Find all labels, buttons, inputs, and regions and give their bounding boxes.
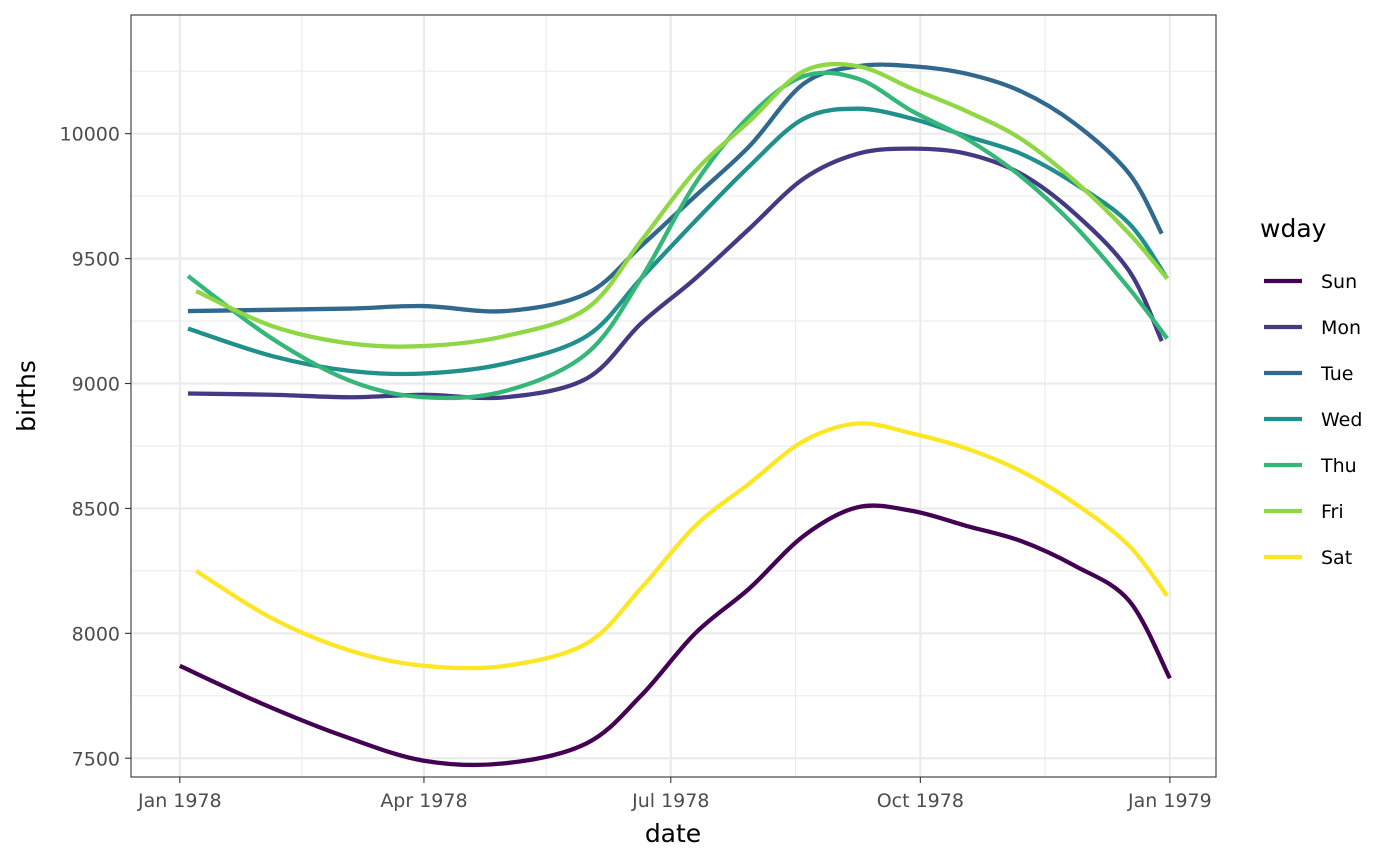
legend-item-tue: Tue: [1264, 363, 1353, 385]
panel-border: [130, 14, 1217, 778]
legend-title: wday: [1260, 214, 1327, 243]
y-axis-title: births: [12, 360, 41, 432]
y-tick-label: 9000: [72, 374, 120, 396]
x-tick-label: Jan 1978: [137, 790, 222, 812]
legend-item-sat: Sat: [1264, 547, 1352, 569]
legend-label: Tue: [1320, 363, 1353, 385]
y-axis: 7500 8000 8500 9000 9500 10000: [60, 124, 131, 770]
legend-item-mon: Mon: [1264, 317, 1361, 339]
series-line-mon: [187, 146, 1164, 401]
y-tick-label: 9500: [72, 249, 120, 271]
x-axis: Jan 1978 Apr 1978 Jul 1978 Oct 1978 Jan 1979: [137, 777, 1212, 812]
legend-item-sun: Sun: [1264, 271, 1357, 293]
series-line-wed: [187, 106, 1169, 377]
legend-items: Sun Mon Tue Wed Thu Fri Sat: [1264, 271, 1362, 569]
legend: wday Sun Mon Tue Wed Thu Fri Sat: [1260, 214, 1362, 569]
legend-item-thu: Thu: [1264, 455, 1357, 477]
y-tick-label: 8000: [72, 623, 120, 645]
y-tick-label: 10000: [60, 124, 120, 146]
x-tick-label: Jan 1979: [1127, 790, 1212, 812]
legend-label: Sun: [1321, 271, 1357, 293]
x-tick-label: Jul 1978: [631, 790, 709, 812]
legend-label: Fri: [1321, 501, 1344, 523]
legend-item-wed: Wed: [1264, 409, 1362, 431]
x-tick-label: Apr 1978: [380, 790, 467, 812]
series-line-sat: [194, 421, 1169, 671]
x-axis-title: date: [645, 819, 701, 848]
y-tick-label: 8500: [72, 498, 120, 520]
legend-label: Mon: [1321, 317, 1361, 339]
series-line-sun: [178, 503, 1172, 768]
legend-label: Thu: [1320, 455, 1357, 477]
legend-label: Sat: [1321, 547, 1352, 569]
series-lines: [178, 61, 1172, 768]
series-line-tue: [187, 62, 1164, 314]
y-tick-label: 7500: [72, 748, 120, 770]
x-tick-label: Oct 1978: [877, 790, 964, 812]
legend-label: Wed: [1321, 409, 1362, 431]
series-line-fri: [195, 61, 1169, 349]
legend-item-fri: Fri: [1264, 501, 1344, 523]
